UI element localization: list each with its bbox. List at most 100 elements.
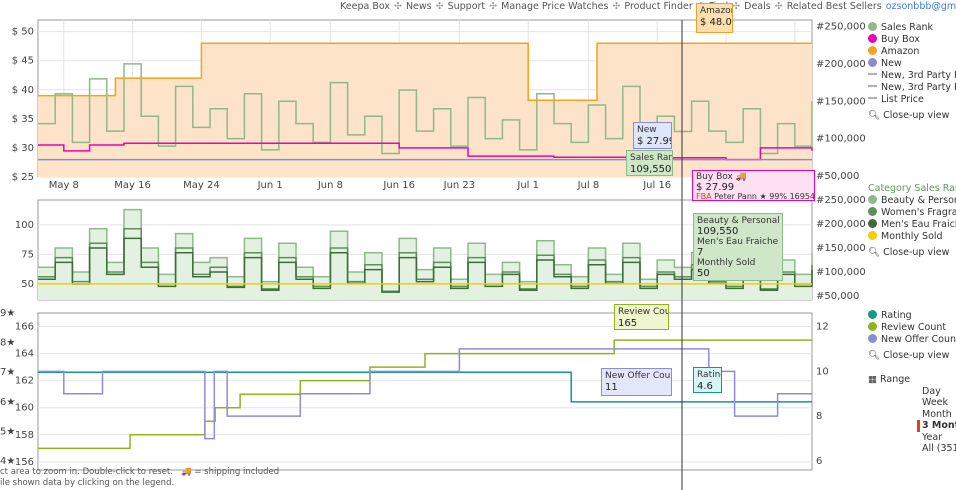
nav-link[interactable]: Product Finder [624,1,693,12]
nav-link[interactable]: Support [447,1,486,12]
closeup-label: Close-up view [883,110,950,121]
legend-label: List Price [881,94,924,105]
nav-link[interactable]: News [405,1,432,12]
closeup-toggle[interactable]: 🔍︎ Close-up view [868,110,956,122]
legend-label: Men's Eau Fraiche [881,219,956,230]
tooltip-label: New [637,125,657,135]
legend-item[interactable]: Monthly Sold [868,231,956,243]
legend-item[interactable]: New, 3rd Party FBA [868,70,956,82]
x-tick-label: Jun 23 [443,180,476,191]
tooltip-fba: FBA [696,192,712,201]
nav-link[interactable]: Deals [744,1,771,12]
legend-marker [868,97,877,99]
y2-tick-label: #250,000 [816,195,866,206]
closeup-label: Close-up view [883,247,950,258]
tooltip-value: 109,550 [630,164,672,175]
nav-link[interactable]: Keepa Box [340,1,390,12]
legend-item[interactable]: Buy Box [868,34,956,46]
legend-marker [868,73,877,75]
series-line [38,371,812,403]
closeup-toggle[interactable]: 🔍︎ Close-up view [868,350,956,362]
tooltip-seller: Peter Pann [714,192,757,201]
x-tick-label: May 24 [183,180,220,191]
x-tick-label: Jun 16 [382,180,415,191]
tooltip-value: $ 48.00 [700,17,732,28]
legend-marker [868,231,877,240]
legend-item[interactable]: New Offer Count [868,334,956,346]
legend-item[interactable]: New [868,58,956,70]
footer-text: ile shown data by clicking on the legend… [0,478,175,488]
legend-item[interactable]: Sales Rank [868,22,956,34]
footer-text: ct area to zoom in. Double-click to rese… [0,467,173,477]
legend-item[interactable]: Amazon [868,46,956,58]
legend-item[interactable]: Beauty & Personal Care [868,195,956,207]
range-title: Range [880,374,911,385]
legend: Sales Rank Buy Box Amazon New New, 3rd Party… [868,22,956,122]
legend-item[interactable]: Review Count [868,322,956,334]
range-option[interactable]: Week [922,397,949,408]
legend-marker [868,195,877,204]
legend-marker [868,334,877,343]
range-option[interactable]: Day [922,385,941,397]
series-line [38,348,812,440]
legend-item[interactable]: Women's Fragrance [868,207,956,219]
legend-marker [868,219,877,228]
nav-link[interactable]: Related Best Sellers [786,1,882,12]
y-tick-label: $ 45 [12,56,34,67]
y-tick-label: 100 [15,220,34,231]
series-line [38,339,812,450]
legend-title: Category Sales Ranks [868,183,956,194]
legend-marker [868,310,877,319]
magnifier-icon: 🔍︎ [868,350,884,361]
tooltip-label: New Offer Count [605,371,671,381]
separator: ✣ [393,1,402,12]
legend-label: Buy Box [881,34,920,45]
legend-marker [868,22,877,31]
separator: ✣ [435,1,444,12]
range-option[interactable]: Month [922,408,952,420]
closeup-toggle[interactable]: 🔍︎ Close-up view [868,247,956,259]
legend-item[interactable]: New, 3rd Party FBM [868,82,956,94]
series-line [38,42,812,101]
separator: ✣ [612,1,621,12]
y2-tick-label: #50,000 [816,171,859,182]
range-option[interactable]: 3 Month [917,420,956,432]
y3-tick-label: 5★ [0,426,15,437]
axes: $ 25 $ 30 $ 35 $ 40 $ 45 $ 50 #50,000 #100,000 #… [0,22,866,468]
plot-area [37,312,813,471]
magnifier-icon: 🔍︎ [868,110,884,121]
y-tick-label: 156 [15,457,34,468]
y-tick-label: 50 [21,279,34,290]
legend-item[interactable]: Men's Eau Fraiche [868,219,956,231]
range-option[interactable]: Year [922,431,943,443]
legend-marker [868,207,877,216]
y2-tick-label: #150,000 [816,243,866,254]
tooltip-value: 165 [618,318,638,329]
calendar-icon: ▦ [868,374,880,385]
legend-item[interactable]: Rating [868,310,956,322]
tooltip-label: Sales Rank [630,153,672,163]
tooltip-label: Monthly Sold [697,258,756,268]
legend-label: Review Count [881,322,947,333]
tooltip-label: Men's Eau Fraiche 🏅 [697,237,783,247]
nav-link[interactable]: Manage Price Watches [501,1,609,12]
tooltip-amazon: Amazon$ 48.00 [696,3,733,33]
range-option[interactable]: All (351 [922,443,956,454]
legend: Rating Review Count New Offer Count 🔍︎ Clos… [868,310,956,362]
closeup-label: Close-up view [883,350,950,361]
series-line [38,63,813,155]
y-tick-label: $ 35 [12,114,34,125]
tooltip-seller-rating: ★ 99% [759,192,788,201]
legend-item[interactable]: List Price [868,94,956,106]
y-tick-label: 164 [15,349,34,360]
y-tick-label: 158 [15,430,34,441]
legend-label: Beauty & Personal Care [881,195,956,206]
separator: ✣ [774,1,783,12]
series-line [38,237,813,293]
tooltip-value: 109,550 [697,225,739,237]
legend-label: Sales Rank [881,22,934,33]
account-email[interactable]: ozsonbbb@gmail.com [885,1,956,12]
top-nav: Keepa Box ✣ News ✣ Support ✣ Manage Price Watc… [340,1,956,12]
